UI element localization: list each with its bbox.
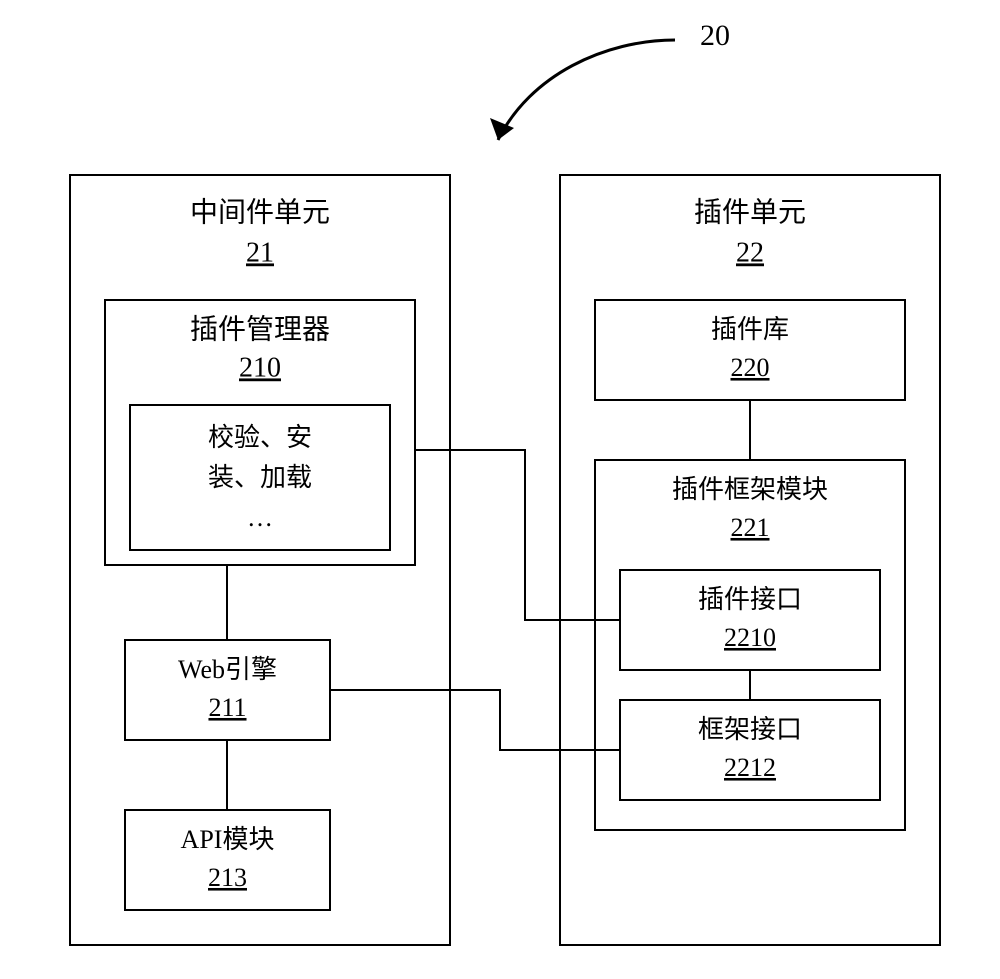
svg-text:插件管理器: 插件管理器	[190, 313, 330, 345]
svg-text:22: 22	[736, 237, 764, 268]
plugin-manager: 插件管理器 210 校验、安装、加载 …	[105, 300, 415, 565]
connector-5	[330, 690, 620, 750]
plugin-library: 插件库 220	[595, 300, 905, 400]
figure-id-pointer: 20	[490, 19, 730, 140]
svg-text:221: 221	[731, 513, 770, 542]
web-engine: Web引擎 211	[125, 640, 330, 740]
svg-text:211: 211	[208, 693, 246, 722]
api-module: API模块 213	[125, 810, 330, 910]
svg-text:21: 21	[246, 237, 274, 268]
svg-text:213: 213	[208, 863, 247, 892]
svg-text:…: …	[247, 503, 273, 532]
svg-text:插件接口: 插件接口	[698, 585, 802, 614]
connectors	[227, 400, 750, 810]
plugin-interface: 插件接口 2210	[620, 570, 880, 670]
framework-interface: 框架接口 2212	[620, 700, 880, 800]
svg-text:2212: 2212	[724, 753, 776, 782]
svg-text:插件单元: 插件单元	[694, 196, 806, 228]
svg-text:校验、安: 校验、安	[208, 423, 312, 452]
plugin-unit: 插件单元 22 插件库 220 插件框架模块 221 插件接口 2210 框架接口 2212	[560, 175, 940, 945]
plugin-framework-module: 插件框架模块 221 插件接口 2210 框架接口 2212	[595, 460, 905, 830]
svg-text:2210: 2210	[724, 623, 776, 652]
middleware-unit: 中间件单元 21 插件管理器 210 校验、安装、加载 … Web引擎 211 API模块 213	[70, 175, 450, 945]
svg-text:中间件单元: 中间件单元	[190, 196, 330, 228]
connector-4	[415, 450, 620, 620]
svg-text:装、加载: 装、加载	[208, 463, 312, 492]
svg-text:插件框架模块: 插件框架模块	[672, 475, 828, 504]
svg-text:220: 220	[731, 353, 770, 382]
svg-text:框架接口: 框架接口	[698, 715, 802, 744]
svg-text:210: 210	[239, 352, 281, 383]
svg-text:API模块: API模块	[181, 825, 275, 854]
svg-text:Web引擎: Web引擎	[178, 655, 277, 684]
figure-id-label: 20	[700, 19, 730, 52]
svg-text:插件库: 插件库	[711, 315, 789, 344]
